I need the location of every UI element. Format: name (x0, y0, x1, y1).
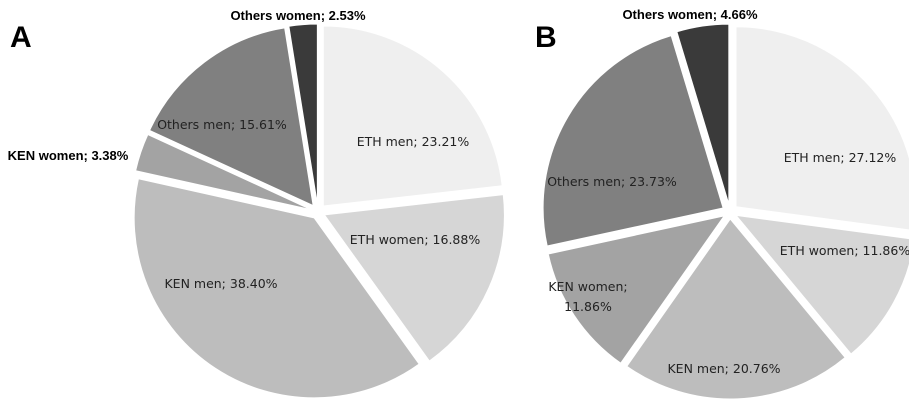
slice-b-eth-men (735, 26, 909, 231)
pie-chart-a: A ETH men; 23.21% ETH women; 16.88% KEN me… (8, 8, 505, 399)
slice-a-ken-women (135, 133, 312, 211)
slice-b-others-men (542, 34, 724, 247)
slice-a-ken-men (133, 178, 420, 399)
slice-label-a-eth-women: ETH women; 16.88% (350, 232, 481, 247)
slice-b-ken-women (547, 215, 726, 364)
slice-label-b-ken-women: KEN women; 11.86% (548, 279, 627, 314)
slice-label-b-others-women: Others women; 4.66% (622, 7, 758, 22)
slice-label-a-others-men: Others men; 15.61% (157, 117, 287, 132)
slice-a-eth-women (323, 194, 505, 362)
panel-label-a: A (10, 21, 32, 54)
slice-a-others-women (288, 23, 318, 205)
pie-chart-b: B ETH men; 27.12% ETH women; 11.86% KEN me… (535, 7, 909, 399)
slice-label-a-ken-men: KEN men; 38.40% (164, 276, 277, 291)
slice-label-b-ken-men: KEN men; 20.76% (667, 361, 780, 376)
slice-label-b-eth-women: ETH women; 11.86% (780, 243, 909, 258)
slice-b-eth-women (734, 214, 909, 355)
slice-label-b-eth-men: ETH men; 27.12% (784, 150, 897, 165)
slice-label-a-eth-men: ETH men; 23.21% (357, 134, 470, 149)
panel-label-b: B (535, 21, 557, 54)
slice-label-a-ken-women: KEN women; 3.38% (8, 148, 129, 163)
slice-label-a-others-women: Others women; 2.53% (230, 8, 366, 23)
slice-a-others-men (148, 27, 314, 207)
slice-b-others-women (676, 23, 730, 205)
slice-a-eth-men (322, 25, 503, 207)
slice-label-b-others-men: Others men; 23.73% (547, 174, 677, 189)
